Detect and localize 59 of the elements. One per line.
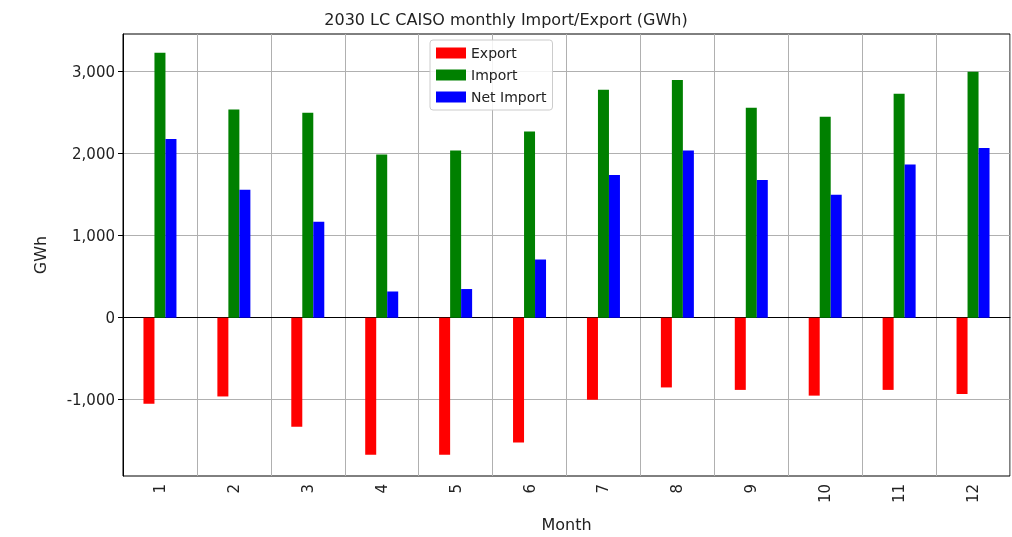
x-tick-label: 5 (446, 484, 465, 494)
bar (882, 317, 894, 390)
bar (302, 112, 314, 318)
bar (461, 289, 473, 318)
bar (586, 317, 598, 400)
bar (956, 317, 968, 394)
bar (450, 150, 462, 318)
bar (808, 317, 820, 396)
bar (313, 221, 325, 318)
bar (893, 93, 905, 318)
x-tick-label: 7 (594, 484, 613, 494)
bar (165, 138, 177, 318)
x-tick-label: 11 (890, 484, 909, 504)
bar (608, 175, 620, 318)
bar (439, 317, 451, 455)
bar (524, 131, 536, 318)
bar (904, 164, 916, 318)
x-tick-label: 3 (298, 484, 317, 494)
bar (228, 109, 240, 318)
bar (967, 71, 979, 318)
y-tick-label: 0 (105, 308, 115, 327)
legend-label: Net Import (471, 89, 547, 105)
y-tick-label: 2,000 (72, 144, 115, 163)
bar (597, 89, 609, 318)
x-tick-label: 9 (742, 484, 761, 494)
x-tick-label: 4 (372, 484, 391, 494)
bar (154, 52, 166, 318)
bar (535, 259, 547, 318)
x-tick-label: 10 (816, 484, 835, 504)
y-axis-title: GWh (30, 235, 50, 275)
bar (376, 154, 388, 318)
legend-label: Export (471, 45, 518, 61)
bar (978, 147, 990, 318)
bar (745, 107, 757, 318)
bar (387, 291, 399, 318)
x-tick-label: 12 (964, 484, 983, 504)
bar (671, 79, 683, 318)
bar (239, 189, 251, 318)
y-tick-label: -1,000 (66, 390, 115, 409)
x-axis-title: Month (541, 514, 592, 534)
bar (830, 194, 842, 318)
x-tick-label: 8 (668, 484, 687, 494)
y-tick-label: 1,000 (72, 226, 115, 245)
legend-label: Import (471, 67, 518, 83)
bar (734, 317, 746, 390)
chart-title: 2030 LC CAISO monthly Import/Export (GWh) (324, 9, 688, 29)
bar (143, 317, 155, 404)
x-tick-label: 1 (150, 484, 169, 494)
bar (819, 116, 831, 318)
x-tick-label: 6 (520, 484, 539, 494)
bar (756, 179, 768, 318)
bar (682, 150, 694, 318)
bar (365, 317, 377, 455)
bar (217, 317, 229, 397)
y-tick-label: 3,000 (72, 62, 115, 81)
x-tick-label: 2 (224, 484, 243, 494)
bar (291, 317, 303, 427)
bar (513, 317, 525, 443)
bar (660, 317, 672, 388)
